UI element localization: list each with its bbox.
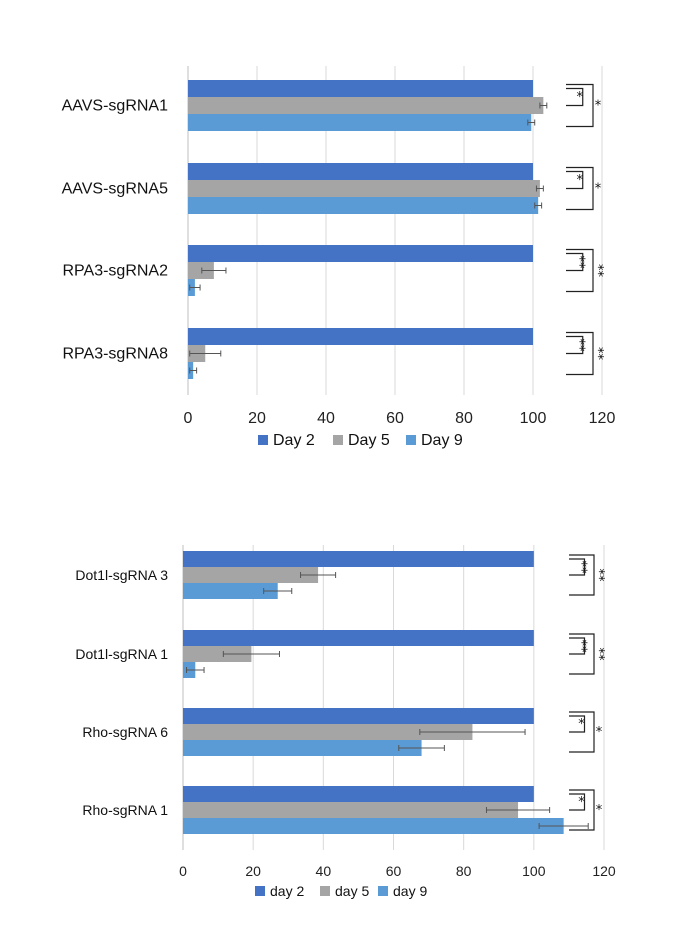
x-tick-label: 120 bbox=[589, 410, 616, 427]
bar-day-5 bbox=[183, 567, 319, 583]
bar-day-9 bbox=[183, 818, 564, 834]
legend-label: day 2 bbox=[270, 883, 304, 899]
bar-day-2 bbox=[188, 245, 533, 262]
x-tick-label: 40 bbox=[317, 410, 335, 427]
significance-outer-label: * bbox=[596, 725, 603, 740]
bar-day-9 bbox=[188, 114, 532, 131]
significance-bracket-outer bbox=[566, 166, 594, 211]
significance-inner-label: ** bbox=[574, 561, 589, 575]
significance-bracket-inner bbox=[569, 793, 586, 811]
significance-inner-label: ** bbox=[574, 640, 589, 654]
bar-day-9 bbox=[183, 740, 422, 756]
category-label: AAVS-sgRNA1 bbox=[62, 98, 169, 115]
category-label: Dot1l-sgRNA 3 bbox=[75, 567, 168, 583]
bar-day-5 bbox=[183, 724, 473, 740]
category-label: Dot1l-sgRNA 1 bbox=[75, 646, 168, 662]
bar-day-2 bbox=[183, 551, 534, 567]
significance-inner-label: * bbox=[576, 173, 583, 188]
legend-swatch bbox=[258, 435, 268, 445]
x-tick-label: 20 bbox=[245, 863, 261, 879]
category-label: Rho-sgRNA 6 bbox=[82, 724, 168, 740]
x-tick-label: 120 bbox=[592, 863, 616, 879]
significance-bracket-outer bbox=[566, 331, 594, 376]
bar-day-5 bbox=[183, 802, 519, 818]
x-tick-label: 100 bbox=[520, 410, 547, 427]
bar-day-9 bbox=[188, 197, 539, 214]
significance-bracket-outer bbox=[566, 248, 594, 293]
bar-day-9 bbox=[183, 583, 278, 599]
bar-day-2 bbox=[183, 630, 534, 646]
significance-bracket-inner bbox=[569, 558, 586, 576]
significance-inner-label: * bbox=[578, 717, 585, 732]
bar-day-2 bbox=[183, 786, 534, 802]
significance-outer-label: * bbox=[596, 803, 603, 818]
significance-outer-label: * bbox=[595, 99, 602, 114]
legend-label: Day 9 bbox=[421, 432, 463, 449]
category-label: Rho-sgRNA 1 bbox=[82, 802, 168, 818]
x-tick-label: 60 bbox=[386, 863, 402, 879]
x-tick-label: 100 bbox=[522, 863, 546, 879]
x-tick-label: 0 bbox=[179, 863, 187, 879]
significance-outer-label: * bbox=[595, 182, 602, 197]
significance-bracket-inner bbox=[566, 252, 584, 272]
significance-outer-label: ** bbox=[591, 569, 606, 583]
legend-swatch bbox=[378, 886, 388, 896]
legend-swatch bbox=[333, 435, 343, 445]
bar-day-5 bbox=[188, 262, 214, 279]
significance-bracket-inner bbox=[566, 87, 584, 107]
bar-day-2 bbox=[188, 163, 533, 180]
significance-bracket-inner bbox=[566, 335, 584, 355]
significance-bracket-outer bbox=[569, 789, 595, 831]
x-tick-label: 40 bbox=[316, 863, 332, 879]
significance-bracket-outer bbox=[569, 711, 595, 753]
significance-inner-label: ** bbox=[572, 256, 587, 270]
x-tick-label: 0 bbox=[184, 410, 193, 427]
legend-swatch bbox=[255, 886, 265, 896]
significance-bracket-inner bbox=[569, 637, 586, 655]
x-tick-label: 20 bbox=[248, 410, 266, 427]
significance-bracket-outer bbox=[566, 83, 594, 128]
significance-outer-label: ** bbox=[590, 347, 605, 361]
legend-swatch bbox=[320, 886, 330, 896]
legend-swatch bbox=[406, 435, 416, 445]
significance-bracket-outer bbox=[569, 554, 595, 596]
category-label: AAVS-sgRNA5 bbox=[62, 181, 169, 198]
bar-day-2 bbox=[188, 328, 533, 345]
x-tick-label: 80 bbox=[455, 410, 473, 427]
significance-inner-label: * bbox=[578, 795, 585, 810]
significance-outer-label: ** bbox=[590, 264, 605, 278]
significance-bracket-inner bbox=[569, 715, 586, 733]
legend-label: Day 2 bbox=[273, 432, 315, 449]
significance-bracket-outer bbox=[569, 633, 595, 675]
significance-bracket-inner bbox=[566, 170, 584, 190]
bar-day-2 bbox=[183, 708, 534, 724]
x-tick-label: 60 bbox=[386, 410, 404, 427]
bar-day-2 bbox=[188, 80, 533, 97]
category-label: RPA3-sgRNA8 bbox=[62, 346, 168, 363]
x-tick-label: 80 bbox=[456, 863, 472, 879]
significance-inner-label: * bbox=[576, 90, 583, 105]
significance-outer-label: ** bbox=[591, 648, 606, 662]
bar-day-5 bbox=[183, 646, 252, 662]
legend-label: day 9 bbox=[393, 883, 427, 899]
legend-label: day 5 bbox=[335, 883, 369, 899]
bar-day-5 bbox=[188, 97, 544, 114]
bar-day-5 bbox=[188, 180, 540, 197]
legend-label: Day 5 bbox=[348, 432, 390, 449]
category-label: RPA3-sgRNA2 bbox=[62, 263, 168, 280]
significance-inner-label: ** bbox=[572, 339, 587, 353]
